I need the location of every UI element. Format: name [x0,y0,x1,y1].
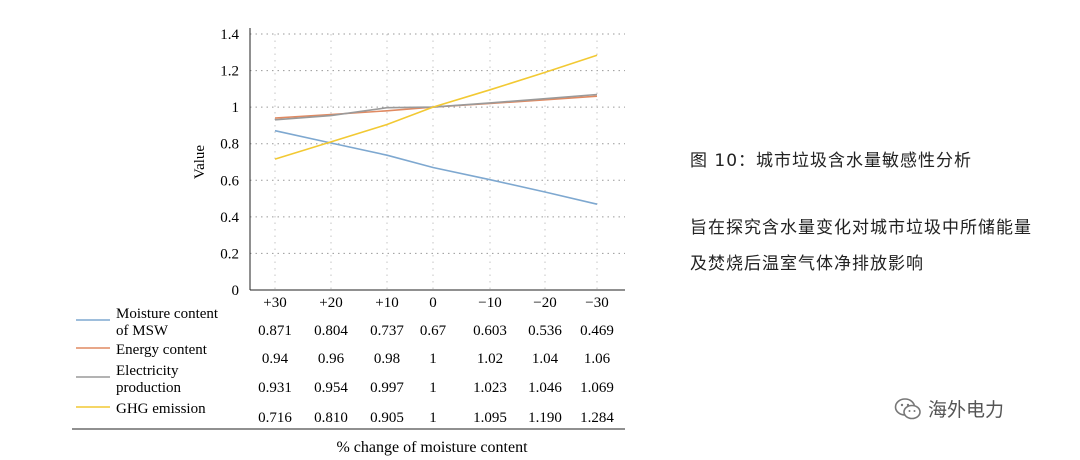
y-tick-label: 0.6 [220,173,239,189]
x-tick-label: −10 [478,295,501,311]
series-line-3 [274,93,598,121]
legend-label: of MSW [116,323,169,339]
caption-title: 图 10：城市垃圾含水量敏感性分析 [690,151,973,171]
x-axis-title: % change of moisture content [336,439,528,456]
data-label: 0.931 [258,380,292,396]
data-label: 1.06 [584,351,611,367]
caption-body: 旨在探究含水量变化对城市垃圾中所储能量及焚烧后温室气体净排放影响 [690,218,1032,274]
data-label: 0.94 [262,351,289,367]
data-label: 1.190 [528,410,562,426]
legend-label: Energy content [116,342,208,358]
data-label: 0.716 [258,410,292,426]
wechat-icon [894,397,921,419]
legend-label: GHG emission [116,401,206,417]
sensitivity-chart: 0 0.2 0.4 0.6 0.8 1 1.2 1.4 +30 +20 +10 0 −10 −20 −30 … [72,27,625,456]
series-line-4 [274,54,598,160]
data-label: 1.095 [473,410,507,426]
legend-label: production [116,380,181,396]
data-label: 0.954 [314,380,348,396]
data-label: 1 [429,380,437,396]
x-tick-label: −30 [585,295,608,311]
data-label: 0.96 [318,351,345,367]
data-label: 0.536 [528,323,562,339]
data-label: 0.603 [473,323,507,339]
data-label: 0.737 [370,323,404,339]
data-label: 0.67 [420,323,447,339]
data-label: 0.905 [370,410,404,426]
series-line-1 [274,129,598,205]
chart-svg: 00.20.40.60.811.21.4+30 +20 +10 0 −10 −20 −30 … [72,27,625,456]
y-tick-label: 0 [232,283,240,299]
x-tick-label: 0 [429,295,437,311]
legend-label: Moisture content [116,306,219,322]
y-axis-title: Value [192,145,208,179]
data-label: 0.810 [314,410,348,426]
x-tick-label: +20 [319,295,342,311]
y-tick-label: 0.4 [220,210,239,226]
series-lines [274,54,598,205]
y-tick-label: 1.4 [220,27,239,43]
legend-label: Electricity [116,363,179,379]
data-label: 1 [429,351,437,367]
data-label: 0.98 [374,351,400,367]
data-label: 0.997 [370,380,404,396]
watermark-text: 海外电力 [928,399,1005,421]
data-label: 1.284 [580,410,614,426]
y-tick-label: 1.2 [220,64,239,80]
data-label: 1.046 [528,380,562,396]
data-label: 1.023 [473,380,507,396]
y-tick-label: 0.8 [220,137,239,153]
data-label: 1.04 [532,351,559,367]
data-label: 1.069 [580,380,614,396]
x-tick-label: +10 [375,295,398,311]
y-tick-label: 1 [232,100,240,116]
axis-layer: 0 0.2 0.4 0.6 0.8 1 1.2 1.4 +30 +20 +10 0 −10 −20 −30 [220,27,625,311]
data-label: 1 [429,410,437,426]
x-tick-label: +30 [263,295,286,311]
y-tick-label: 0.2 [220,246,239,262]
x-tick-label: −20 [533,295,556,311]
data-label: 0.871 [258,323,292,339]
data-label: 1.02 [477,351,503,367]
data-label: 0.469 [580,323,614,339]
data-label: 0.804 [314,323,348,339]
grid-layer [250,33,625,290]
watermark: 海外电力 [894,395,1004,422]
